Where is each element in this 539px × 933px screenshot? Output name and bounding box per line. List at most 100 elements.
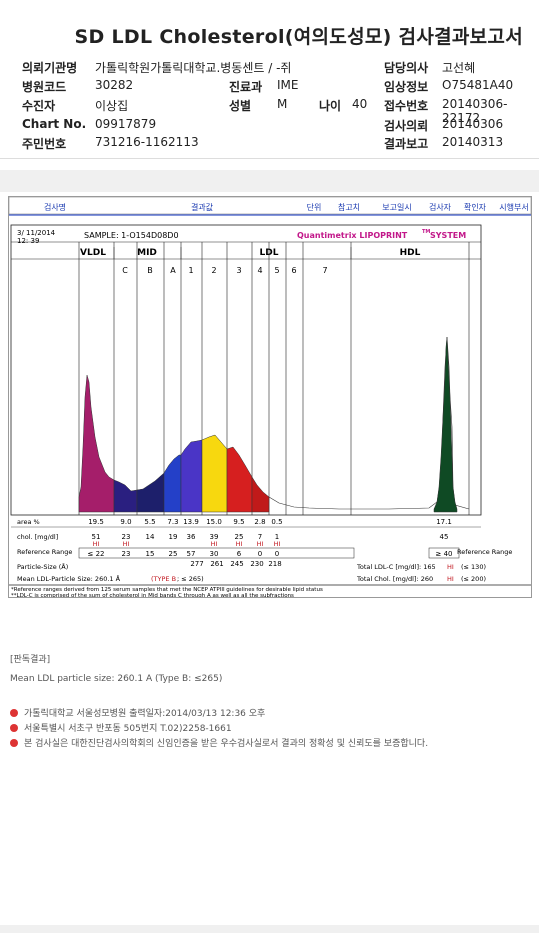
info-value: 30282 <box>95 78 134 92</box>
ref-range-value: 0 <box>258 550 262 558</box>
chol-value: 1 <box>275 533 279 541</box>
ref-range-box-hdl <box>428 547 460 559</box>
area-label: area % <box>17 518 40 526</box>
curve-mid-a <box>163 454 182 513</box>
bullet-certification: 본 검사실은 대한진단검사의학회의 신임인증을 받은 우수검사실로서 결과의 정… <box>10 736 535 749</box>
total-chol-ref: (≤ 200) <box>461 575 486 583</box>
area-value: 2.8 <box>254 518 265 526</box>
chol-flag: HI <box>123 540 130 548</box>
info-value: 고선혜 <box>442 61 476 75</box>
mean-ldl-size: Mean LDL-Particle Size: 260.1 Å <box>17 574 121 583</box>
chol-value: 19 <box>169 533 178 541</box>
info-value: M <box>277 97 288 111</box>
info-label: 결과보고 <box>384 137 429 151</box>
remarks-title: [판독결과] <box>10 655 51 665</box>
table-header-cell: 보고일시 <box>382 203 411 212</box>
bullet-dot-icon <box>10 724 18 732</box>
chol-flag: HI <box>93 540 100 548</box>
ref-range-value: 23 <box>122 550 131 558</box>
info-label: 진료과 <box>229 80 263 94</box>
particle-size-value: 245 <box>230 560 243 568</box>
info-value: 이상집 <box>95 99 129 113</box>
sub-band-label: 2 <box>211 266 216 275</box>
table-header-cell: 시행부서 <box>499 202 528 212</box>
sub-band-label: 5 <box>274 266 279 275</box>
chol-flag: HI <box>236 540 243 548</box>
total-chol-flag: HI <box>447 575 454 583</box>
info-value: 20140306-22172 <box>442 97 508 125</box>
info-value: 731216-1162113 <box>95 135 199 149</box>
info-value: 20140313 <box>442 135 504 149</box>
curve-ldl1 <box>180 439 203 513</box>
info-label: 임상정보 <box>384 80 429 94</box>
curve-mid-c <box>113 479 138 513</box>
info-value: 가톨릭학원가톨릭대학교.병동센트 / -쥐 <box>95 61 292 75</box>
chol-value: 25 <box>235 533 244 541</box>
curve-tail <box>268 336 470 510</box>
footnote-2: **LDL-C is comprised of the sum of chole… <box>11 593 294 597</box>
chol-flag: HI <box>211 540 218 548</box>
ref-range-value: 6 <box>237 550 242 558</box>
mean-ldl-type: (TYPE B <box>151 575 176 583</box>
particle-size-value: 218 <box>268 560 281 568</box>
lipoprint-report: 검사명 결과값 단위 참고치 보고일시 검사자 확인자 시행부서 3/ 11/2014 12: 3… <box>8 196 532 598</box>
chol-value: 14 <box>146 533 155 541</box>
ref-range-label: Reference Range <box>17 548 72 556</box>
info-label: 수진자 <box>22 99 56 113</box>
area-value: 15.0 <box>206 518 222 526</box>
area-value: 5.5 <box>144 518 155 526</box>
info-label: Chart No. <box>22 117 87 131</box>
report-date: 3/ 11/2014 <box>17 229 56 237</box>
info-value: 09917879 <box>95 117 157 131</box>
sub-band-label: 3 <box>236 266 241 275</box>
band-label-hdl: HDL <box>400 248 421 258</box>
report-title: SD LDL Cholesterol(여의도성모) 검사결과보고서 <box>74 26 523 48</box>
chol-value: 7 <box>258 533 262 541</box>
info-label: 의뢰기관명 <box>22 61 78 75</box>
info-label: 성별 <box>229 99 252 113</box>
info-value: 40 <box>352 97 368 111</box>
particle-size-value: 230 <box>250 560 263 568</box>
mean-ldl-type-ref: ; ≤ 265) <box>177 575 204 583</box>
report-time: 12: 39 <box>17 237 39 245</box>
chol-flag: HI <box>274 540 281 548</box>
divider <box>0 158 539 159</box>
info-label: 나이 <box>319 99 342 113</box>
area-value: 7.3 <box>167 518 178 526</box>
table-header-cell: 단위 <box>307 202 322 212</box>
area-value: 9.5 <box>233 518 244 526</box>
bullet-dot-icon <box>10 739 18 747</box>
ref-range-label-right: Reference Range <box>457 548 512 556</box>
brand-label: Quantimetrix LIPOPRINT <box>297 231 408 240</box>
chart-frame <box>10 224 482 516</box>
curve-ldl3 <box>226 446 253 513</box>
area-value: 0.5 <box>271 518 282 526</box>
sub-band-label: 6 <box>291 266 296 275</box>
info-label: 검사의뢰 <box>384 119 429 133</box>
ref-range-value: ≥ 40 <box>436 550 453 558</box>
footnote-1: *Reference ranges derived from 125 serum… <box>11 587 323 593</box>
chol-label: chol. [mg/dl] <box>17 533 58 541</box>
curve-ldl4 <box>251 476 270 513</box>
ref-range-value: ≤ 22 <box>88 550 105 558</box>
chol-value: 23 <box>122 533 131 541</box>
table-header-bg <box>9 197 531 215</box>
total-chol: Total Chol. [mg/dl]: 260 <box>356 575 433 583</box>
particle-size-value: 261 <box>210 560 223 568</box>
ref-range-value: 57 <box>187 550 196 558</box>
sub-band-label: 4 <box>257 266 262 275</box>
curve-mid-b <box>136 472 165 513</box>
gray-band <box>0 170 539 192</box>
info-label: 접수번호 <box>384 99 429 113</box>
chol-value: 39 <box>210 533 219 541</box>
chol-value: 51 <box>92 533 101 541</box>
info-value: 20140306 <box>442 117 504 131</box>
ref-range-value: 15 <box>146 550 155 558</box>
total-ldl: Total LDL-C [mg/dl]: 165 <box>356 563 436 571</box>
total-ldl-ref: (≤ 130) <box>461 563 486 571</box>
brand-suffix: SYSTEM <box>430 231 466 240</box>
table-header-cell: 확인자 <box>464 202 487 212</box>
total-ldl-flag: HI <box>447 563 454 571</box>
ref-range-value: 30 <box>210 550 219 558</box>
info-value: O75481A40 <box>442 78 514 92</box>
